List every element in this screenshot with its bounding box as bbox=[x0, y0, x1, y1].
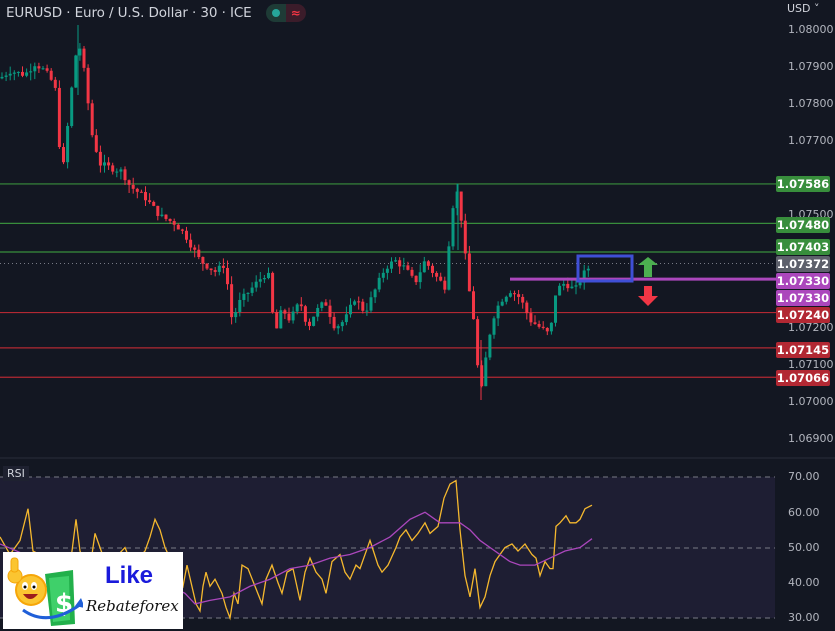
logo-brand-text: Rebateforex bbox=[86, 597, 179, 615]
current-price-tag: 1.07372 bbox=[776, 256, 830, 272]
rsi-tick: 40.00 bbox=[788, 576, 820, 589]
price-tick: 1.07700 bbox=[788, 134, 834, 147]
price-tick: 1.07900 bbox=[788, 60, 834, 73]
price-tick: 1.07200 bbox=[788, 321, 834, 334]
resistance-price-tag: 1.07586 bbox=[776, 176, 830, 192]
resistance-price-tag: 1.07480 bbox=[776, 217, 830, 233]
symbol-title: EURUSD · Euro / U.S. Dollar · 30 · ICE bbox=[6, 5, 252, 21]
rsi-tick: 70.00 bbox=[788, 470, 820, 483]
price-tick: 1.07800 bbox=[788, 97, 834, 110]
pivot-price-tag: 1.07330 bbox=[776, 273, 830, 289]
wave-icon: ≈ bbox=[285, 4, 306, 22]
currency-selector[interactable]: USD ˅ bbox=[787, 2, 820, 15]
price-tick: 1.08000 bbox=[788, 23, 834, 36]
rsi-indicator-label[interactable]: RSI bbox=[3, 466, 29, 481]
rebateforex-watermark: $ Like Rebateforex bbox=[3, 552, 183, 629]
support-price-tag: 1.07145 bbox=[776, 342, 830, 358]
price-tick: 1.07000 bbox=[788, 395, 834, 408]
price-tick: 1.06900 bbox=[788, 432, 834, 445]
rsi-tick: 30.00 bbox=[788, 611, 820, 624]
rsi-tick: 60.00 bbox=[788, 506, 820, 519]
market-open-dot-icon bbox=[271, 9, 280, 17]
support-price-tag: 1.07240 bbox=[776, 307, 830, 323]
market-status-pill[interactable]: ≈ bbox=[265, 4, 306, 22]
thumbs-up-smiley-icon: $ bbox=[7, 557, 83, 626]
rsi-tick: 50.00 bbox=[788, 541, 820, 554]
price-tick: 1.07100 bbox=[788, 358, 834, 371]
resistance-price-tag: 1.07403 bbox=[776, 239, 830, 255]
pivot-price-tag: 1.07330 bbox=[776, 290, 830, 306]
support-price-tag: 1.07066 bbox=[776, 370, 830, 386]
symbol-header[interactable]: EURUSD · Euro / U.S. Dollar · 30 · ICE ≈ bbox=[6, 3, 306, 23]
logo-like-text: Like bbox=[105, 562, 154, 589]
